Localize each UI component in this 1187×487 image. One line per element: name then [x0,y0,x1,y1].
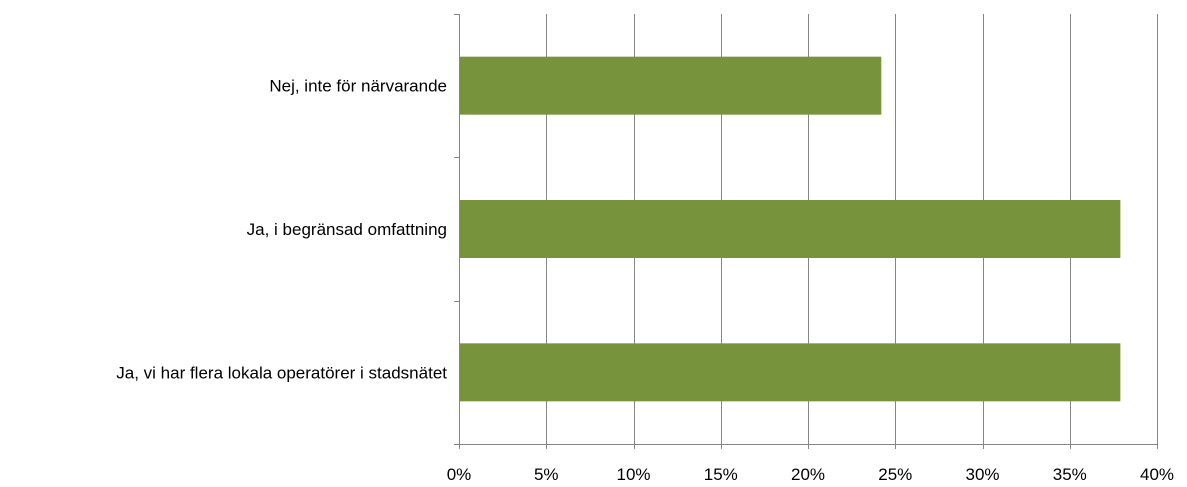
axes [454,14,1158,449]
bar [460,200,1121,258]
x-tick-label: 5% [534,465,559,484]
x-tick-label: 35% [1053,465,1087,484]
category-label: Ja, i begränsad omfattning [247,220,447,239]
x-tick-label: 0% [447,465,472,484]
bar [460,343,1121,402]
bar [460,56,882,115]
category-labels: Nej, inte för närvarande Ja, i begränsad … [116,77,447,383]
category-label: Nej, inte för närvarande [269,77,447,96]
x-tick-label: 25% [878,465,912,484]
x-tick-label: 10% [616,465,650,484]
bars [460,56,1121,402]
x-tick-label: 15% [704,465,738,484]
category-label: Ja, vi har flera lokala operatörer i sta… [116,363,447,382]
x-tick-label: 30% [965,465,999,484]
x-tick-label: 40% [1140,465,1174,484]
x-tick-labels: 0% 5% 10% 15% 20% 25% 30% 35% 40% [447,465,1174,484]
x-tick-label: 20% [791,465,825,484]
